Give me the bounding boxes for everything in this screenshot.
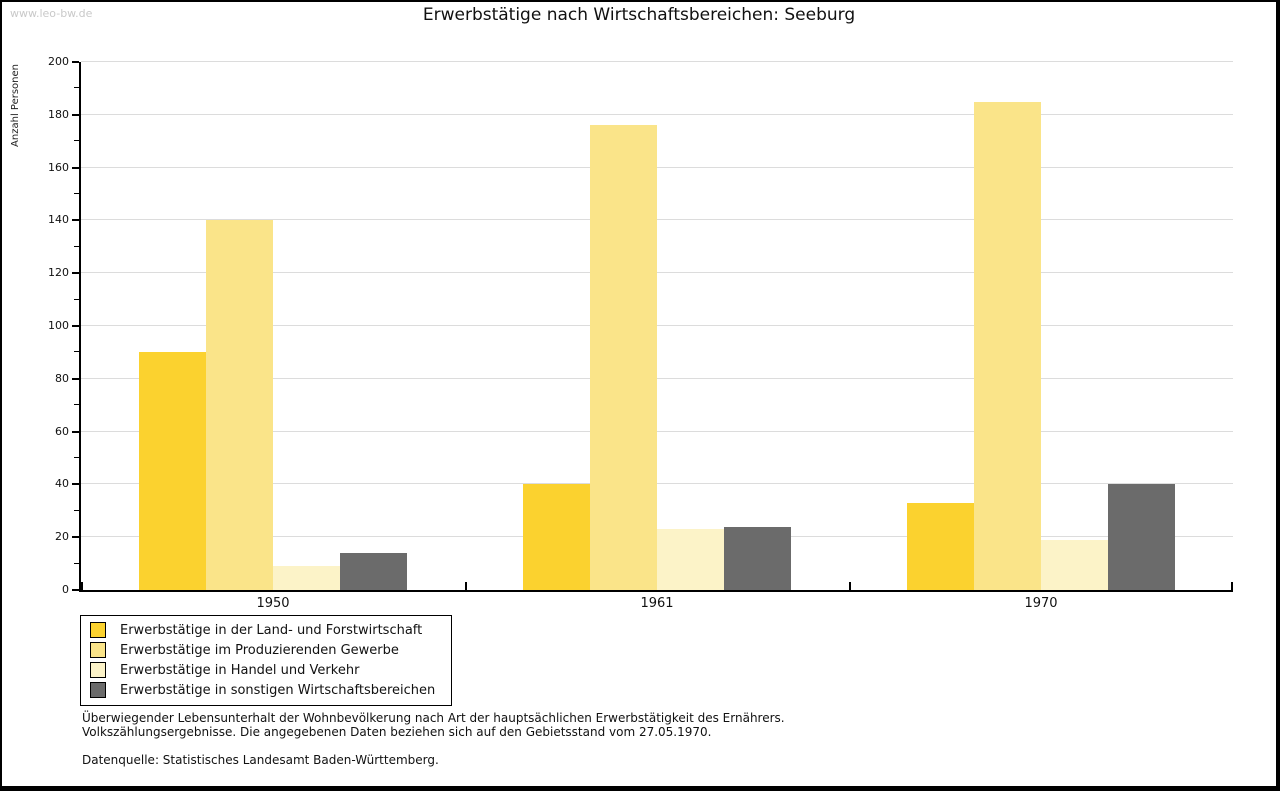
x-boundary-tick-2 xyxy=(849,582,851,590)
legend-item-1: Erwerbstätige in der Land- und Forstwirt… xyxy=(87,620,445,640)
bar-1950-series-1 xyxy=(139,352,206,590)
bar-1950-series-2 xyxy=(206,220,273,590)
y-tick-major-160 xyxy=(72,166,79,169)
y-tick-label-100: 100 xyxy=(48,319,69,332)
x-category-label-1950: 1950 xyxy=(256,596,290,611)
footnote-text: Überwiegender Lebensunterhalt der Wohnbe… xyxy=(82,711,785,739)
gridline-100 xyxy=(81,325,1233,326)
y-tick-minor-190 xyxy=(74,87,79,89)
bar-1950-series-3 xyxy=(273,566,340,590)
datasource-text: Datenquelle: Statistisches Landesamt Bad… xyxy=(82,753,439,767)
y-tick-minor-30 xyxy=(74,509,79,511)
y-tick-minor-90 xyxy=(74,351,79,353)
x-boundary-tick-0 xyxy=(81,582,83,590)
y-tick-major-180 xyxy=(72,113,79,116)
watermark-url: www.leo-bw.de xyxy=(10,7,93,20)
y-tick-major-40 xyxy=(72,483,79,486)
y-tick-major-60 xyxy=(72,430,79,433)
bar-1970-series-4 xyxy=(1108,484,1175,590)
y-tick-major-140 xyxy=(72,219,79,222)
y-tick-major-200 xyxy=(72,61,79,63)
x-category-label-1961: 1961 xyxy=(640,596,674,611)
bar-1970-series-1 xyxy=(907,502,974,590)
bar-1961-series-3 xyxy=(657,529,724,590)
y-tick-major-80 xyxy=(72,377,79,380)
legend-swatch-icon-2 xyxy=(90,642,106,658)
legend-swatch-icon-1 xyxy=(90,622,106,638)
y-tick-label-140: 140 xyxy=(48,213,69,227)
x-axis-line xyxy=(79,590,1233,592)
bar-1961-series-1 xyxy=(523,484,590,590)
legend-swatch-icon-3 xyxy=(90,662,106,678)
footnote-line-1: Überwiegender Lebensunterhalt der Wohnbe… xyxy=(82,711,785,725)
bar-1961-series-4 xyxy=(724,526,791,590)
x-category-label-1970: 1970 xyxy=(1024,596,1058,611)
legend-label-3: Erwerbstätige in Handel und Verkehr xyxy=(120,662,360,678)
gridline-200 xyxy=(81,61,1233,62)
gridline-160 xyxy=(81,166,1233,168)
legend-item-3: Erwerbstätige in Handel und Verkehr xyxy=(87,660,445,680)
gridline-180 xyxy=(81,113,1233,115)
y-tick-label-160: 160 xyxy=(48,160,69,174)
gridline-40 xyxy=(81,483,1233,485)
y-tick-label-40: 40 xyxy=(55,477,69,491)
gridline-80 xyxy=(81,377,1233,379)
legend-swatch-icon-4 xyxy=(90,682,106,698)
y-tick-minor-130 xyxy=(74,245,79,247)
bar-1970-series-2 xyxy=(974,101,1041,590)
y-axis-title: Anzahl Personen xyxy=(10,64,21,147)
y-tick-minor-150 xyxy=(74,193,79,194)
y-tick-major-20 xyxy=(72,536,79,539)
bar-1950-series-4 xyxy=(340,553,407,590)
bar-1961-series-2 xyxy=(590,125,657,590)
legend-label-2: Erwerbstätige im Produzierenden Gewerbe xyxy=(120,642,399,658)
gridline-120 xyxy=(81,272,1233,274)
y-tick-label-200: 200 xyxy=(48,55,69,68)
y-tick-label-20: 20 xyxy=(55,530,69,544)
chart-title: Erwerbstätige nach Wirtschaftsbereichen:… xyxy=(422,5,856,25)
y-tick-label-0: 0 xyxy=(62,583,69,596)
y-tick-minor-10 xyxy=(74,562,79,564)
y-tick-label-180: 180 xyxy=(48,107,69,121)
y-tick-major-0 xyxy=(72,589,79,591)
legend-box: Erwerbstätige in der Land- und Forstwirt… xyxy=(80,615,452,706)
legend-item-4: Erwerbstätige in sonstigen Wirtschaftsbe… xyxy=(87,680,445,700)
plot-area: 0 20 40 60 80 100 120 140 160 180 200 1950 1961 1970 xyxy=(48,55,1233,611)
y-tick-minor-110 xyxy=(74,298,79,300)
legend-item-2: Erwerbstätige im Produzierenden Gewerbe xyxy=(87,640,445,660)
y-tick-major-100 xyxy=(72,325,79,327)
legend-label-1: Erwerbstätige in der Land- und Forstwirt… xyxy=(120,622,423,638)
y-tick-minor-70 xyxy=(74,404,79,406)
y-tick-label-120: 120 xyxy=(48,266,69,280)
footnote-line-2: Volkszählungsergebnisse. Die angegebenen… xyxy=(82,725,712,739)
x-boundary-tick-3 xyxy=(1231,582,1233,590)
y-tick-label-60: 60 xyxy=(55,424,69,438)
x-boundary-tick-1 xyxy=(465,582,467,590)
gridline-60 xyxy=(81,430,1233,432)
y-axis-line xyxy=(79,62,81,592)
gridline-140 xyxy=(81,219,1233,221)
legend-label-4: Erwerbstätige in sonstigen Wirtschaftsbe… xyxy=(120,682,436,698)
y-tick-minor-50 xyxy=(74,457,79,458)
y-tick-major-120 xyxy=(72,272,79,275)
bar-1970-series-3 xyxy=(1041,539,1108,590)
y-tick-label-80: 80 xyxy=(55,371,69,385)
y-tick-minor-170 xyxy=(74,140,79,142)
